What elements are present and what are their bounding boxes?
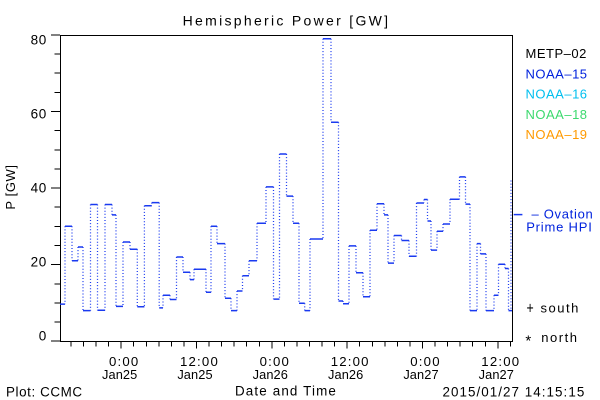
svg-text:*: * xyxy=(525,332,531,349)
svg-text:80: 80 xyxy=(31,32,47,47)
svg-text:NOAA–19: NOAA–19 xyxy=(526,127,588,142)
svg-text:Jan25: Jan25 xyxy=(177,367,212,382)
svg-text:Jan27: Jan27 xyxy=(479,367,514,382)
svg-text:Jan26: Jan26 xyxy=(328,367,363,382)
svg-text:P [GW]: P [GW] xyxy=(3,164,18,209)
svg-text:0:00: 0:00 xyxy=(109,354,139,369)
svg-text:20: 20 xyxy=(31,255,47,270)
svg-text:60: 60 xyxy=(31,106,47,121)
svg-text:Date and Time: Date and Time xyxy=(235,384,337,399)
svg-text:+: + xyxy=(527,299,534,318)
svg-text:Jan27: Jan27 xyxy=(403,367,438,382)
svg-text:0: 0 xyxy=(39,329,47,344)
svg-text:NOAA–15: NOAA–15 xyxy=(526,66,588,81)
svg-text:NOAA–18: NOAA–18 xyxy=(526,107,588,122)
svg-text:METP–02: METP–02 xyxy=(526,46,587,61)
svg-text:– Ovation: – Ovation xyxy=(532,206,594,221)
svg-text:2015/01/27 14:15:15: 2015/01/27 14:15:15 xyxy=(443,384,586,399)
svg-text:south: south xyxy=(541,301,580,316)
svg-text:Jan25: Jan25 xyxy=(102,367,137,382)
svg-text:12:00: 12:00 xyxy=(331,354,370,369)
svg-text:Plot: CCMC: Plot: CCMC xyxy=(6,384,83,399)
svg-text:12:00: 12:00 xyxy=(481,354,520,369)
svg-text:0:00: 0:00 xyxy=(260,354,290,369)
svg-text:Hemispheric Power [GW]: Hemispheric Power [GW] xyxy=(183,12,391,28)
svg-text:Prime HPI: Prime HPI xyxy=(526,219,592,234)
svg-text:NOAA–16: NOAA–16 xyxy=(526,87,588,102)
svg-text:12:00: 12:00 xyxy=(180,354,219,369)
svg-text:0:00: 0:00 xyxy=(410,354,440,369)
svg-text:Jan26: Jan26 xyxy=(253,367,288,382)
svg-text:40: 40 xyxy=(31,181,47,196)
svg-text:north: north xyxy=(541,330,578,345)
